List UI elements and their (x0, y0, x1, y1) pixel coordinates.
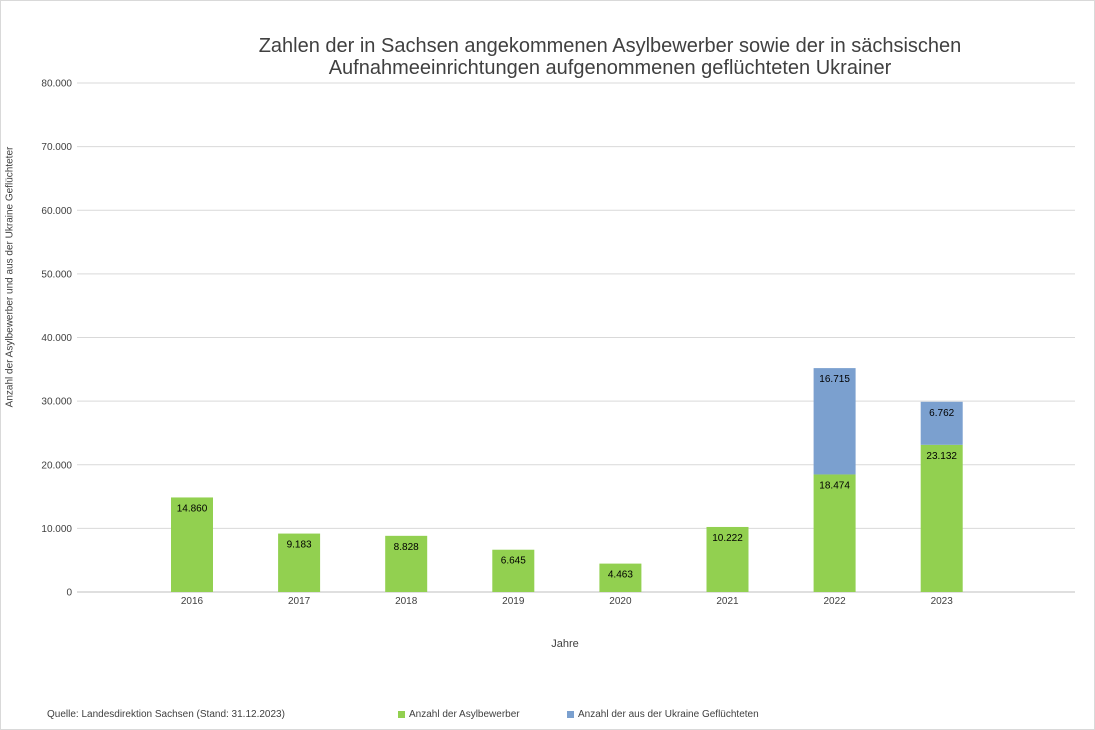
data-label: 14.860 (177, 503, 208, 514)
legend-swatch-ukraine (567, 711, 574, 718)
bar-asylbewerber (706, 526, 749, 592)
chart-title-line-2: Aufnahmeeinrichtungen aufgenommenen gefl… (328, 57, 892, 79)
y-tick-label: 80.000 (41, 79, 72, 90)
x-tick-label: 2018 (395, 596, 418, 607)
bar-ukraine (813, 368, 856, 475)
x-tick-label: 2016 (181, 596, 204, 607)
bar-asylbewerber (599, 563, 642, 592)
x-tick-label: 2019 (502, 596, 525, 607)
y-tick-label: 30.000 (41, 397, 72, 408)
x-axis-label: Jahre (551, 638, 579, 650)
x-tick-label: 2023 (931, 596, 954, 607)
y-axis-label: Anzahl der Asylbewerber und aus der Ukra… (4, 146, 16, 408)
source-note: Quelle: Landesdirektion Sachsen (Stand: … (47, 709, 285, 720)
bar-asylbewerber (171, 497, 213, 592)
data-label: 23.132 (926, 451, 957, 462)
bar-asylbewerber (385, 535, 428, 592)
x-tick-label: 2020 (609, 596, 632, 607)
data-label: 18.474 (819, 480, 850, 491)
bar-asylbewerber (278, 533, 321, 592)
bar-asylbewerber (920, 444, 963, 592)
data-label: 16.715 (819, 374, 850, 385)
data-label: 9.183 (287, 540, 312, 551)
bar-asylbewerber (492, 549, 535, 592)
x-tick-label: 2021 (716, 596, 739, 607)
data-label: 10.222 (712, 533, 743, 544)
data-label: 6.762 (929, 408, 954, 419)
legend-label-asylbewerber: Anzahl der Asylbewerber (409, 709, 520, 720)
legend-swatch-asylbewerber (398, 711, 405, 718)
data-label: 4.463 (608, 570, 633, 581)
data-label: 6.645 (501, 556, 526, 567)
y-tick-label: 10.000 (41, 524, 72, 535)
legend-label-ukraine: Anzahl der aus der Ukraine Geflüchteten (578, 709, 759, 720)
y-tick-label: 0 (66, 588, 72, 599)
data-label: 8.828 (394, 542, 419, 553)
y-tick-label: 60.000 (41, 206, 72, 217)
legend-item-asylbewerber: Anzahl der Asylbewerber (398, 709, 520, 720)
y-tick-label: 50.000 (41, 269, 72, 280)
chart-title-line-1: Zahlen der in Sachsen angekommenen Asylb… (258, 35, 962, 57)
x-tick-label: 2022 (823, 596, 846, 607)
y-tick-label: 20.000 (41, 460, 72, 471)
y-tick-label: 70.000 (41, 142, 72, 153)
bar-asylbewerber (813, 474, 856, 592)
bar-ukraine (920, 401, 963, 445)
legend-item-ukraine: Anzahl der aus der Ukraine Geflüchteten (567, 709, 759, 720)
x-tick-label: 2017 (288, 596, 311, 607)
y-tick-label: 40.000 (41, 333, 72, 344)
